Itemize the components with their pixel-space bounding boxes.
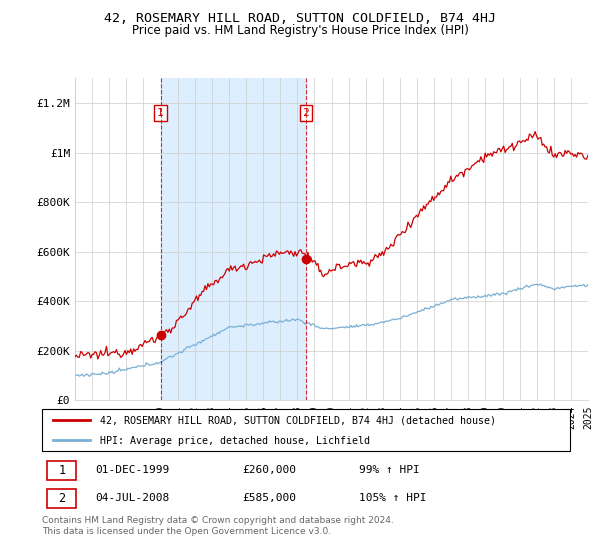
- Text: £585,000: £585,000: [242, 493, 296, 503]
- Bar: [161, 78, 306, 400]
- Text: 105% ↑ HPI: 105% ↑ HPI: [359, 493, 426, 503]
- Text: 1: 1: [58, 464, 65, 477]
- Text: £260,000: £260,000: [242, 465, 296, 475]
- Text: 1: 1: [157, 108, 164, 118]
- Text: 99% ↑ HPI: 99% ↑ HPI: [359, 465, 419, 475]
- Text: 04-JUL-2008: 04-JUL-2008: [95, 493, 169, 503]
- Text: 2: 2: [58, 492, 65, 505]
- Text: Price paid vs. HM Land Registry's House Price Index (HPI): Price paid vs. HM Land Registry's House …: [131, 24, 469, 37]
- FancyBboxPatch shape: [47, 460, 76, 480]
- FancyBboxPatch shape: [47, 488, 76, 508]
- Text: HPI: Average price, detached house, Lichfield: HPI: Average price, detached house, Lich…: [100, 436, 370, 446]
- Text: 2: 2: [302, 108, 309, 118]
- Text: 01-DEC-1999: 01-DEC-1999: [95, 465, 169, 475]
- Text: 42, ROSEMARY HILL ROAD, SUTTON COLDFIELD, B74 4HJ: 42, ROSEMARY HILL ROAD, SUTTON COLDFIELD…: [104, 12, 496, 25]
- Text: Contains HM Land Registry data © Crown copyright and database right 2024.
This d: Contains HM Land Registry data © Crown c…: [42, 516, 394, 536]
- Text: 42, ROSEMARY HILL ROAD, SUTTON COLDFIELD, B74 4HJ (detached house): 42, ROSEMARY HILL ROAD, SUTTON COLDFIELD…: [100, 416, 496, 426]
- FancyBboxPatch shape: [42, 409, 570, 451]
